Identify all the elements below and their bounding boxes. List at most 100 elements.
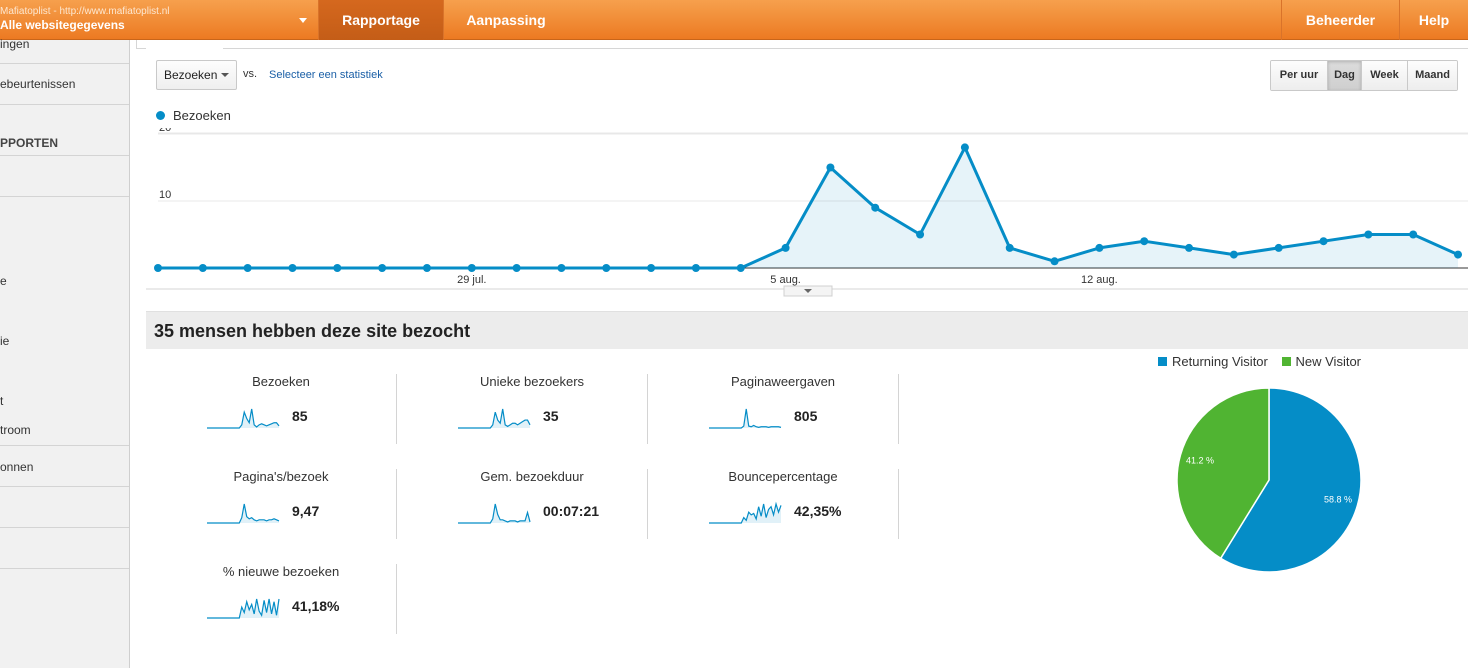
data-point[interactable] (243, 264, 252, 272)
data-point[interactable] (826, 163, 835, 172)
sparkline-line (458, 408, 531, 429)
sparkline (207, 503, 280, 524)
summary-title: 35 mensen hebben deze site bezocht (154, 321, 471, 341)
data-point[interactable] (691, 264, 700, 272)
sparkline-line (207, 408, 280, 429)
data-point[interactable] (333, 264, 342, 272)
stat-label: Unieke bezoekers (479, 374, 585, 389)
data-point[interactable] (1274, 243, 1283, 252)
sidebar-item-gebeurtenissen[interactable]: ebeurtenissen (0, 77, 76, 91)
select-metric-link[interactable]: Selecteer een statistiek (269, 69, 383, 81)
data-point[interactable] (557, 264, 566, 272)
period-dag-button[interactable]: Dag (1327, 61, 1361, 90)
legend-swatch-icon (1281, 357, 1291, 366)
period-toggle: Per uur Dag Week Maand (1270, 60, 1458, 91)
chevron-down-icon (221, 73, 229, 77)
pie-slice[interactable] (1176, 387, 1270, 560)
data-point[interactable] (1454, 250, 1462, 259)
sidebar-divider (0, 527, 129, 528)
chevron-down-icon[interactable] (299, 18, 307, 23)
sidebar-section-rapporten: PPORTEN (0, 136, 59, 150)
legend-swatch-icon (1158, 357, 1167, 366)
sparkline (207, 408, 280, 429)
sparkline-area (207, 599, 279, 618)
sidebar-item-ie[interactable]: ie (0, 334, 10, 348)
series-line (158, 145, 1459, 270)
pie-slice[interactable] (1219, 387, 1362, 573)
data-point[interactable] (1050, 257, 1059, 266)
account-profile-name: Alle websitegegevens (0, 18, 125, 32)
data-point[interactable] (1229, 250, 1238, 259)
stat-value: 35 (543, 408, 559, 424)
data-point[interactable] (1140, 237, 1149, 246)
account-site-line: Mafiatoplist - http://www.mafiatoplist.n… (0, 6, 170, 17)
y-tick-label: 10 (159, 189, 171, 201)
pie-legend-item-new: New Visitor (1281, 354, 1362, 369)
data-point[interactable] (647, 264, 656, 272)
data-point[interactable] (1185, 243, 1194, 252)
data-point[interactable] (198, 264, 207, 272)
sidebar-divider (0, 63, 129, 64)
stat-cell[interactable]: Gem. bezoekduur 00:07:21 (397, 469, 647, 539)
pie-slice-label: 58.8 % (1324, 495, 1352, 505)
tab-help[interactable]: Help (1399, 0, 1468, 40)
data-point[interactable] (1364, 230, 1373, 239)
stat-value: 805 (794, 408, 818, 424)
pie-legend-label: Returning Visitor (1172, 354, 1268, 369)
data-point[interactable] (512, 264, 521, 272)
data-point[interactable] (736, 264, 745, 272)
data-point[interactable] (467, 264, 476, 272)
x-tick-label: 5 aug. (770, 274, 801, 286)
period-maand-button[interactable]: Maand (1407, 61, 1457, 90)
tab-aanpassing[interactable]: Aanpassing (443, 0, 568, 40)
data-point[interactable] (602, 264, 611, 272)
sidebar-item-bronnen[interactable]: onnen (0, 460, 34, 474)
data-point[interactable] (1409, 230, 1418, 239)
data-point[interactable] (960, 143, 969, 152)
stat-cell[interactable]: Bouncepercentage 42,35% (648, 469, 898, 539)
stat-value: 41,18% (292, 598, 340, 614)
stat-value: 85 (292, 408, 308, 424)
pie-legend-item-returning: Returning Visitor (1158, 354, 1268, 369)
data-point[interactable] (1095, 243, 1104, 252)
sparkline-line (458, 503, 531, 524)
stat-label: % nieuwe bezoeken (222, 564, 340, 579)
stat-cell[interactable]: % nieuwe bezoeken 41,18% (146, 564, 396, 634)
tab-rapportage[interactable]: Rapportage (318, 0, 443, 40)
data-point[interactable] (422, 264, 431, 272)
x-tick-label: 12 aug. (1081, 274, 1118, 286)
stat-value: 42,35% (794, 503, 842, 519)
sidebar-item-stroom[interactable]: troom (0, 423, 31, 437)
stat-cell[interactable]: Unieke bezoekers 35 (397, 374, 647, 444)
sparkline-line (709, 408, 782, 429)
tab-beheerder[interactable]: Beheerder (1281, 0, 1399, 40)
data-point[interactable] (916, 230, 925, 239)
sidebar-item-e[interactable]: e (0, 274, 7, 288)
data-point[interactable] (378, 264, 387, 272)
stat-label: Bouncepercentage (728, 469, 838, 484)
pie-legend-label: New Visitor (1295, 354, 1362, 369)
data-point[interactable] (781, 243, 790, 252)
sparkline (458, 408, 531, 429)
stat-cell[interactable]: Paginaweergaven 805 (648, 374, 898, 444)
sparkline (207, 598, 280, 619)
data-point[interactable] (871, 203, 880, 212)
stat-cell[interactable]: Pagina's/bezoek 9,47 (146, 469, 396, 539)
period-per-uur-button[interactable]: Per uur (1271, 61, 1327, 90)
pie-legend: Returning Visitor New Visitor (1158, 354, 1371, 369)
account-selector[interactable]: Mafiatoplist - http://www.mafiatoplist.n… (0, 0, 318, 40)
data-point[interactable] (154, 264, 162, 272)
top-navigation-bar: Mafiatoplist - http://www.mafiatoplist.n… (0, 0, 1468, 40)
data-point[interactable] (1319, 237, 1328, 246)
stat-cell[interactable]: Bezoeken 85 (146, 374, 396, 444)
visitor-type-pie-chart: 58.8 % 41.2 % (1176, 387, 1362, 573)
data-point[interactable] (288, 264, 297, 272)
sidebar-item-meldingen[interactable]: ingen (0, 37, 30, 51)
sparkline (458, 503, 531, 524)
stat-divider (396, 564, 397, 634)
data-point[interactable] (1005, 243, 1014, 252)
metric-select[interactable]: Bezoeken (156, 60, 237, 90)
period-week-button[interactable]: Week (1361, 61, 1407, 90)
sidebar-item-t[interactable]: t (0, 394, 4, 408)
summary-header: 35 mensen hebben deze site bezocht (146, 311, 1468, 349)
